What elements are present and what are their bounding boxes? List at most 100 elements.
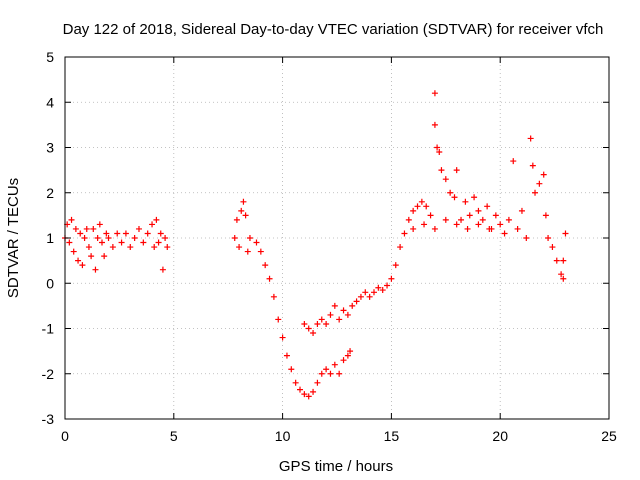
data-point <box>431 90 438 97</box>
y-tick-label: -1 <box>42 321 55 337</box>
data-point <box>518 207 525 214</box>
data-point <box>431 121 438 128</box>
data-point <box>388 275 395 282</box>
data-point <box>72 225 79 232</box>
data-point <box>275 316 282 323</box>
data-point <box>238 207 245 214</box>
data-point <box>464 225 471 232</box>
x-tick-label: 10 <box>275 428 291 444</box>
data-point <box>105 235 112 241</box>
data-point <box>164 244 171 251</box>
data-point <box>527 135 534 142</box>
data-point <box>77 230 84 237</box>
data-point <box>549 244 556 251</box>
data-point <box>442 176 449 183</box>
data-point <box>292 379 299 386</box>
data-point <box>438 167 445 174</box>
data-point <box>486 225 493 232</box>
data-point <box>323 320 330 327</box>
data-point <box>88 253 95 260</box>
data-point <box>305 393 312 400</box>
data-point <box>379 287 386 294</box>
data-point <box>270 293 277 300</box>
data-point <box>453 167 460 174</box>
data-point <box>85 244 92 251</box>
data-point <box>471 194 478 201</box>
data-point <box>153 216 160 223</box>
y-tick-label: 1 <box>46 230 54 246</box>
data-point <box>262 262 269 269</box>
data-point <box>536 180 543 187</box>
data-point <box>423 203 430 210</box>
data-point <box>442 216 449 223</box>
data-point <box>266 275 273 282</box>
data-point <box>162 235 169 241</box>
data-point <box>68 216 75 223</box>
data-point <box>362 289 369 296</box>
data-point <box>336 370 343 377</box>
y-tick-label: -3 <box>42 411 55 427</box>
data-point <box>236 244 243 251</box>
data-point <box>401 230 408 237</box>
data-point <box>462 198 469 205</box>
data-point <box>553 257 560 264</box>
y-tick-label: 3 <box>46 140 54 156</box>
data-point <box>560 257 567 264</box>
data-point <box>458 216 465 223</box>
data-point <box>305 325 312 332</box>
data-point <box>114 230 121 237</box>
axis-ticks: 0 5 10 15 20 25 -3 -2 -1 0 1 2 3 4 5 <box>42 49 617 444</box>
data-point <box>297 386 304 393</box>
data-point <box>340 307 347 314</box>
data-point <box>233 216 240 223</box>
data-marks <box>62 90 569 400</box>
data-point <box>301 391 308 398</box>
data-point <box>347 348 354 355</box>
data-point <box>392 262 399 269</box>
data-point <box>155 239 162 246</box>
data-point <box>318 370 325 377</box>
y-tick-label: 2 <box>46 185 54 201</box>
data-point <box>349 302 356 309</box>
data-point <box>414 203 421 210</box>
data-point <box>562 230 569 237</box>
data-point <box>514 225 521 232</box>
data-point <box>384 282 391 289</box>
data-point <box>532 189 539 196</box>
data-point <box>545 235 552 241</box>
data-point <box>140 239 147 246</box>
data-point <box>336 316 343 323</box>
data-point <box>405 216 412 223</box>
data-point <box>151 244 158 251</box>
data-point <box>327 370 334 377</box>
data-point <box>447 189 454 196</box>
data-point <box>283 352 290 359</box>
data-point <box>279 334 286 341</box>
data-point <box>327 311 334 318</box>
data-point <box>81 235 88 241</box>
data-point <box>318 316 325 323</box>
data-point <box>127 244 134 251</box>
x-tick-label: 20 <box>492 428 508 444</box>
data-point <box>558 271 565 278</box>
data-point <box>131 235 138 241</box>
data-point <box>257 248 264 255</box>
data-point <box>353 298 360 305</box>
data-point <box>135 225 142 232</box>
data-point <box>103 230 110 237</box>
data-point <box>431 225 438 232</box>
data-point <box>370 289 377 296</box>
data-point <box>122 230 129 237</box>
data-point <box>436 149 443 156</box>
data-point <box>301 320 308 327</box>
data-point <box>466 212 473 219</box>
data-point <box>418 198 425 205</box>
data-point <box>344 311 351 318</box>
data-point <box>101 253 108 260</box>
data-point <box>451 194 458 201</box>
data-point <box>560 275 567 282</box>
data-point <box>484 203 491 210</box>
chart-title: Day 122 of 2018, Sidereal Day-to-day VTE… <box>63 21 604 38</box>
data-point <box>427 212 434 219</box>
